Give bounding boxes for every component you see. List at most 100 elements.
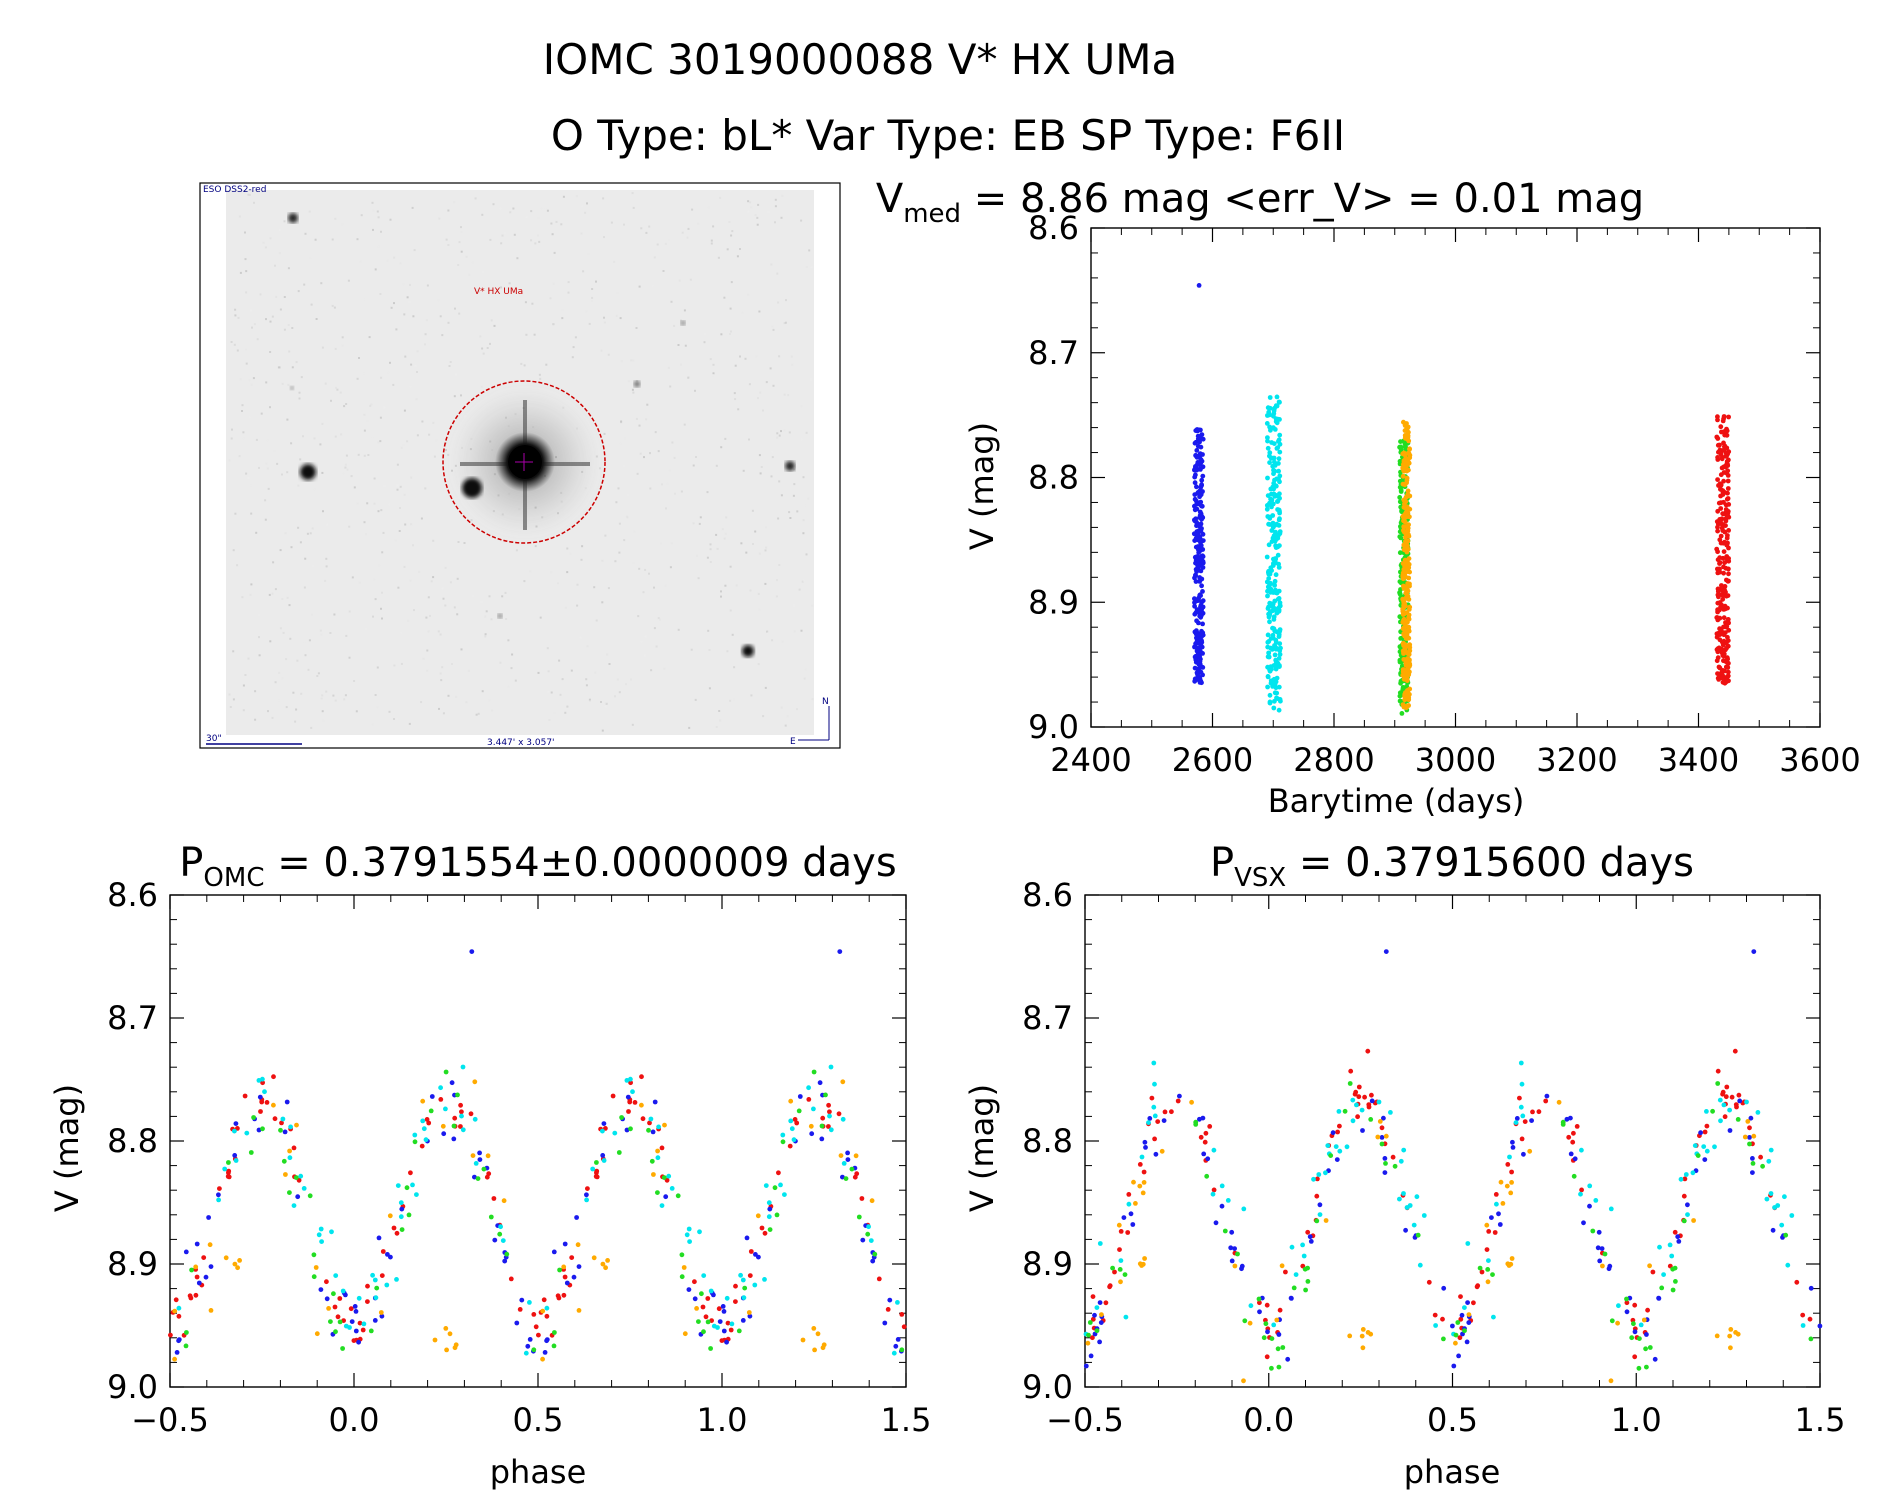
finder-noise-grain — [793, 483, 796, 486]
data-point — [1403, 660, 1409, 666]
finder-noise-grain — [579, 636, 582, 639]
finder-noise-grain — [765, 526, 767, 529]
finder-noise-grain — [278, 366, 281, 369]
data-point — [619, 1115, 624, 1120]
finder-noise-grain — [720, 446, 723, 449]
lightcurve-panel: Vmed = 8.86 mag <err_V> = 0.01 mag 2400 2… — [876, 176, 1861, 820]
x-tick-label: 3400 — [1658, 741, 1739, 779]
x-tick-label: −0.5 — [131, 1401, 209, 1439]
data-point — [1695, 1153, 1701, 1158]
data-point — [1265, 674, 1271, 680]
data-point — [1404, 691, 1410, 696]
finder-noise-grain — [780, 216, 783, 219]
finder-noise-grain — [567, 291, 570, 294]
finder-noise-grain — [726, 248, 729, 251]
finder-noise-grain — [731, 230, 734, 233]
data-point — [752, 1282, 758, 1288]
data-point — [1744, 1099, 1749, 1105]
data-point — [379, 1273, 385, 1278]
data-point — [1407, 446, 1412, 452]
data-point — [1275, 1346, 1281, 1352]
finder-noise-grain — [580, 232, 583, 235]
data-point — [1401, 462, 1406, 468]
data-point — [836, 1111, 842, 1117]
data-point — [1325, 1143, 1331, 1148]
data-point — [1719, 456, 1725, 462]
data-point — [840, 1079, 846, 1085]
data-point — [1745, 1119, 1751, 1124]
data-point — [747, 1273, 753, 1278]
data-point — [541, 1297, 547, 1303]
finder-noise-grain — [662, 270, 665, 272]
data-point — [365, 1283, 370, 1289]
data-point — [812, 1347, 817, 1353]
data-point — [1517, 1095, 1522, 1101]
phase-omc-axes: −0.5 0.0 0.5 1.0 1.58.68.78.88.99.0 — [107, 876, 931, 1439]
data-point — [787, 1143, 793, 1149]
finder-noise-grain — [777, 517, 780, 520]
finder-noise-grain — [259, 293, 262, 296]
figure-title: IOMC 3019000088 V* HX UMa — [543, 35, 1177, 84]
data-point — [291, 1203, 297, 1208]
finder-noise-grain — [457, 541, 460, 543]
data-point — [675, 1193, 681, 1199]
finder-noise-grain — [531, 302, 534, 305]
finder-noise-grain — [245, 270, 248, 273]
data-point — [1142, 1256, 1147, 1261]
finder-noise-grain — [254, 718, 257, 721]
finder-noise-grain — [345, 403, 348, 405]
data-point — [1241, 1206, 1247, 1212]
finder-noise-grain — [247, 193, 250, 196]
data-point — [1724, 1084, 1730, 1090]
finder-noise-grain — [712, 374, 714, 377]
data-point — [1141, 1169, 1147, 1175]
data-point — [458, 1102, 463, 1108]
data-point — [232, 1261, 238, 1267]
finder-noise-grain — [481, 213, 484, 216]
data-point — [477, 1157, 483, 1162]
data-point — [1126, 1201, 1132, 1207]
data-point — [201, 1255, 207, 1260]
finder-noise-grain — [550, 222, 553, 225]
finder-noise-grain — [721, 528, 724, 531]
finder-noise-grain — [730, 330, 732, 333]
data-point — [1404, 1205, 1410, 1210]
finder-noise-grain — [282, 631, 285, 634]
field-star — [742, 645, 754, 657]
finder-noise-grain — [330, 399, 332, 402]
finder-noise-grain — [706, 556, 709, 559]
data-point — [736, 1328, 742, 1334]
finder-noise-grain — [690, 648, 693, 651]
data-point — [1200, 531, 1206, 537]
data-point — [1715, 524, 1720, 530]
finder-noise-grain — [343, 698, 346, 701]
finder-noise-grain — [772, 384, 775, 387]
finder-noise-grain — [741, 311, 744, 314]
finder-noise-grain — [764, 549, 767, 552]
finder-noise-grain — [718, 710, 721, 712]
finder-noise-grain — [314, 238, 317, 241]
finder-noise-grain — [810, 378, 812, 381]
data-point — [1267, 450, 1273, 456]
finder-noise-grain — [448, 365, 451, 367]
data-point — [1379, 1135, 1385, 1140]
data-point — [1721, 414, 1727, 419]
data-point — [885, 1307, 891, 1312]
data-point — [1261, 1335, 1267, 1341]
data-point — [870, 1258, 876, 1264]
finder-noise-grain — [762, 715, 765, 718]
data-point — [1308, 1239, 1314, 1244]
finder-noise-grain — [381, 617, 383, 620]
data-point — [1271, 425, 1276, 431]
finder-noise-grain — [413, 609, 415, 612]
data-point — [1397, 495, 1403, 500]
data-point — [1400, 481, 1406, 487]
finder-noise-grain — [313, 437, 316, 440]
finder-noise-grain — [231, 428, 233, 431]
finder-noise-grain — [615, 314, 618, 317]
data-point — [1608, 1206, 1614, 1212]
data-point — [1110, 1265, 1115, 1271]
finder-noise-grain — [553, 712, 556, 715]
finder-noise-grain — [791, 363, 794, 366]
